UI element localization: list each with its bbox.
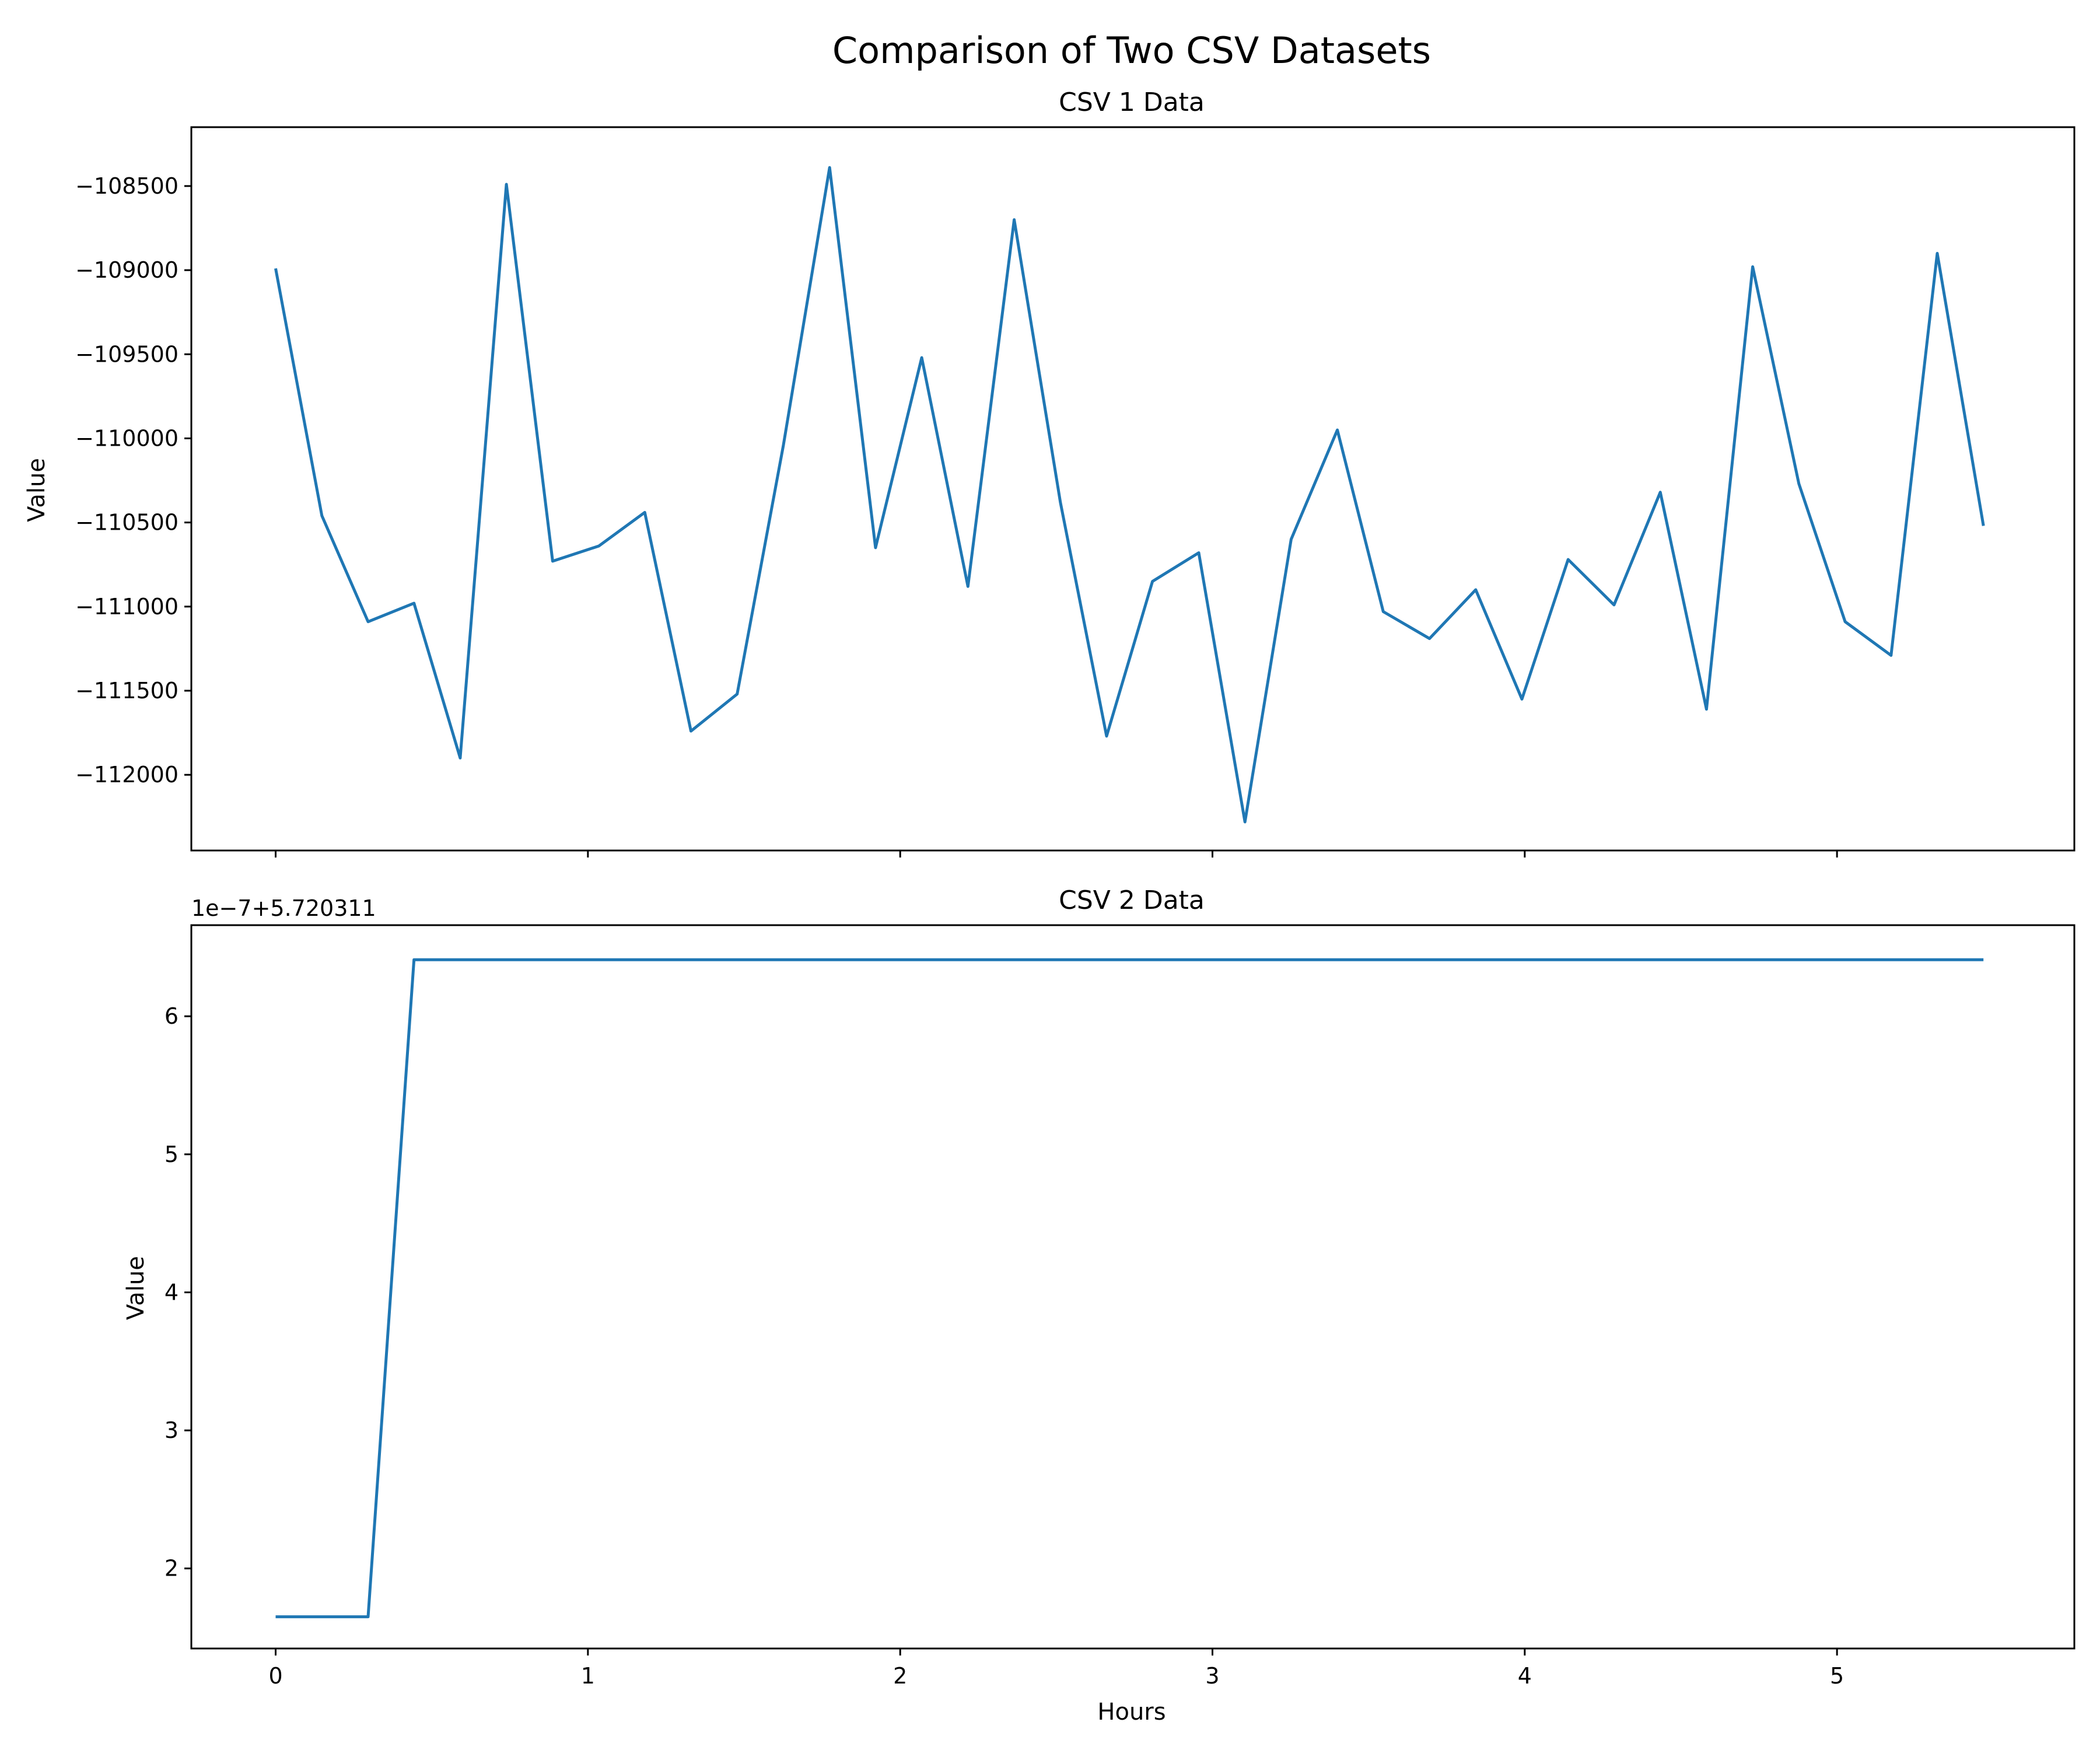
x-axis-ticks [275, 850, 1838, 858]
y-tick-label: −112000 [75, 762, 178, 788]
y-tick-label: −108500 [75, 173, 178, 199]
y-axis-label: Value [123, 1256, 149, 1320]
x-tick-label: 1 [581, 1663, 595, 1689]
y-tick-label: 2 [164, 1556, 178, 1581]
x-tick-label: 0 [268, 1663, 282, 1689]
series-line-csv2 [275, 958, 1984, 1619]
figure-title: Comparison of Two CSV Datasets [832, 29, 1431, 72]
x-axis-ticks: 0 1 2 3 4 5 [268, 1648, 1844, 1689]
y-tick-label: −109500 [75, 341, 178, 367]
chart-title: CSV 2 Data [1059, 886, 1205, 915]
y-tick-label: 4 [164, 1279, 178, 1305]
y-axis-label: Value [23, 458, 50, 522]
plot-frame [190, 924, 2076, 1650]
y-axis-offset-text: 1e−7+5.720311 [191, 895, 376, 921]
y-tick-label: −109000 [75, 257, 178, 283]
y-tick-label: −110500 [75, 510, 178, 536]
series-line-csv1 [274, 166, 1985, 824]
chart-panel-csv2: CSV 2 Data 1e−7+5.720311 Value Hours 2 3 4… [123, 886, 2076, 1726]
plot-frame [190, 126, 2076, 852]
chart-title: CSV 1 Data [1059, 88, 1205, 117]
x-tick-label: 3 [1205, 1663, 1219, 1689]
chart-panel-csv1: CSV 1 Data Value −112000−111500−111000−1… [23, 88, 2076, 858]
y-axis-ticks: 2 3 4 5 6 [164, 1003, 191, 1581]
y-tick-label: 6 [164, 1003, 178, 1029]
y-tick-label: −111000 [75, 594, 178, 620]
y-tick-label: −111500 [75, 678, 178, 704]
y-tick-label: −110000 [75, 425, 178, 451]
y-tick-label: 3 [164, 1418, 178, 1443]
y-tick-label: 5 [164, 1142, 178, 1167]
x-tick-label: 5 [1830, 1663, 1844, 1689]
x-axis-label: Hours [1097, 1699, 1166, 1726]
y-axis-ticks: −112000 −111500 −111000 −110500 −110000 −1095… [75, 173, 191, 788]
x-tick-label: 4 [1518, 1663, 1532, 1689]
x-tick-label: 2 [893, 1663, 907, 1689]
